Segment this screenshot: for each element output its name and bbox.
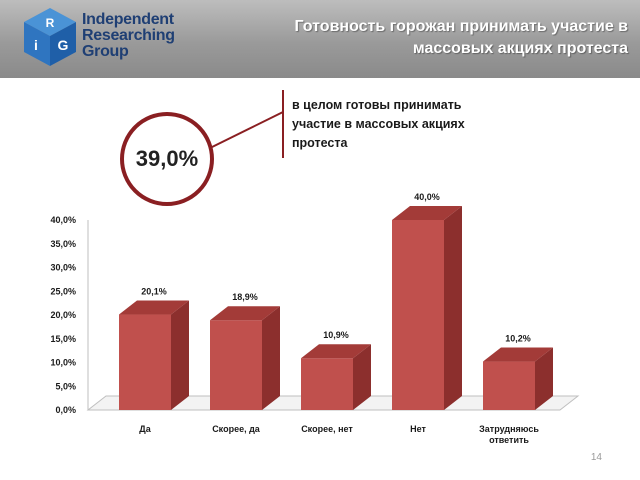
- bar-side: [535, 347, 553, 410]
- y-tick-label: 25,0%: [50, 286, 76, 296]
- bar-front: [119, 314, 171, 410]
- page-number: 14: [590, 452, 602, 463]
- logo-line: Group: [82, 43, 129, 60]
- y-tick-label: 30,0%: [50, 263, 76, 273]
- bar-top: [392, 206, 462, 220]
- irg-logo: R i G: [24, 8, 76, 66]
- logo-letter-i: i: [34, 37, 38, 53]
- bar-value-label: 18,9%: [232, 292, 258, 302]
- y-tick-label: 35,0%: [50, 239, 76, 249]
- summary-text: в целом готовы принимать участие в массо…: [292, 98, 465, 150]
- x-tick-label: Скорее, да: [212, 424, 261, 434]
- bar-top: [119, 300, 189, 315]
- bar-side: [444, 206, 462, 410]
- y-tick-label: 0,0%: [55, 405, 76, 415]
- y-tick-label: 15,0%: [50, 334, 76, 344]
- bar-side: [262, 306, 280, 410]
- logo-letter-g: G: [58, 37, 69, 53]
- slide-title: Готовность горожан принимать участие в м…: [294, 18, 628, 57]
- y-tick-label: 40,0%: [50, 215, 76, 225]
- bar-side: [171, 300, 189, 410]
- summary-circle: 39,0%: [120, 112, 214, 206]
- bar-side: [353, 344, 371, 410]
- bar-value-label: 10,9%: [323, 330, 349, 340]
- bar-top: [210, 306, 280, 321]
- bar-value-label: 40,0%: [414, 192, 440, 202]
- x-tick-label: Затрудняюсь: [479, 424, 539, 434]
- y-tick-label: 5,0%: [55, 381, 76, 391]
- logo-line: Researching: [82, 27, 175, 44]
- x-tick-label: Да: [139, 424, 151, 434]
- bar-top: [301, 344, 371, 359]
- callout-connector: [205, 111, 284, 151]
- bar-value-label: 20,1%: [141, 287, 167, 297]
- bar-top: [483, 347, 553, 362]
- bar-front: [392, 220, 444, 410]
- logo-letter-r: R: [46, 16, 55, 30]
- bar-front: [210, 320, 262, 410]
- x-tick-label: Скорее, нет: [301, 424, 353, 434]
- y-tick-label: 10,0%: [50, 358, 76, 368]
- summary-value: 39,0%: [135, 146, 199, 171]
- x-tick-label: ответить: [489, 435, 529, 445]
- y-tick-label: 20,0%: [50, 310, 76, 320]
- bar-front: [301, 358, 353, 410]
- header-band: R i G Independent Researching Group Гото…: [0, 0, 640, 78]
- logo-wordmark: Independent Researching Group: [82, 12, 175, 60]
- x-tick-label: Нет: [410, 424, 426, 434]
- bar-front: [483, 361, 535, 410]
- logo-line: Independent: [82, 11, 174, 28]
- bar-value-label: 10,2%: [505, 334, 531, 344]
